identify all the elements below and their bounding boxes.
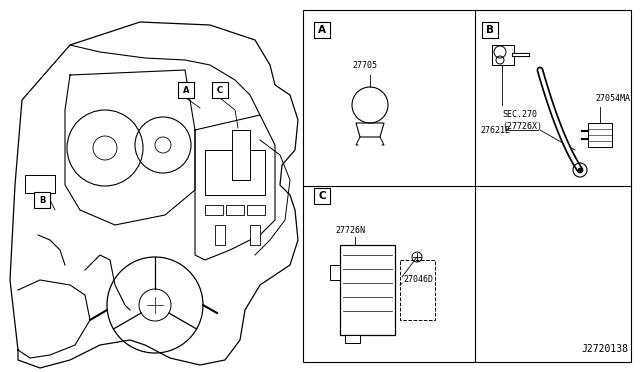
Bar bbox=[247, 205, 265, 215]
Bar bbox=[340, 245, 395, 335]
Bar bbox=[205, 150, 265, 195]
Bar bbox=[314, 188, 330, 204]
Bar bbox=[250, 225, 260, 245]
Bar bbox=[25, 175, 55, 193]
Bar bbox=[482, 22, 498, 38]
Bar bbox=[232, 130, 250, 180]
Bar bbox=[303, 10, 631, 362]
Text: C: C bbox=[217, 86, 223, 94]
Bar bbox=[205, 205, 223, 215]
Bar bbox=[400, 260, 435, 320]
Bar bbox=[178, 82, 194, 98]
Text: A: A bbox=[318, 25, 326, 35]
Bar bbox=[492, 45, 514, 65]
Bar bbox=[212, 82, 228, 98]
Text: 27726N: 27726N bbox=[335, 225, 365, 234]
Bar bbox=[330, 265, 340, 280]
Text: 27046D: 27046D bbox=[403, 276, 433, 285]
Bar bbox=[226, 205, 244, 215]
Bar bbox=[588, 123, 612, 147]
Bar bbox=[345, 335, 360, 343]
Bar bbox=[215, 225, 225, 245]
Text: A: A bbox=[183, 86, 189, 94]
Text: (27726X): (27726X) bbox=[502, 122, 542, 131]
Text: SEC.270: SEC.270 bbox=[502, 110, 537, 119]
Bar bbox=[314, 22, 330, 38]
Circle shape bbox=[578, 168, 582, 172]
Text: B: B bbox=[486, 25, 494, 35]
Text: B: B bbox=[39, 196, 45, 205]
Text: 27054MA: 27054MA bbox=[595, 94, 630, 103]
Text: C: C bbox=[318, 191, 326, 201]
Text: 27621E: 27621E bbox=[480, 125, 510, 135]
Text: J2720138: J2720138 bbox=[581, 344, 628, 354]
Text: 27705: 27705 bbox=[353, 61, 378, 70]
Bar bbox=[34, 192, 50, 208]
